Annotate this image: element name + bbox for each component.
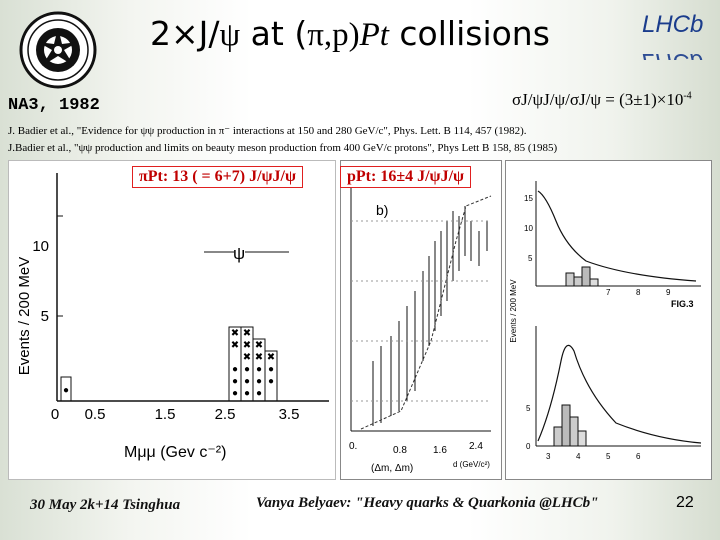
histogram-bin	[264, 350, 278, 402]
y-tick-label: 5	[526, 404, 531, 413]
svg-text:●: ●	[256, 388, 262, 399]
y-axis-label: Events / 200 MeV	[16, 257, 33, 375]
cross-section-ratio: σJ/ψJ/ψ/σJ/ψ = (3±1)×10-4	[512, 90, 692, 109]
histogram-bars: ✖ ✖ ✖ ✖ ✖ ✖ ✖ ✖ ● ● ● ● ● ● ● ● ● ● ● ●	[60, 326, 278, 402]
svg-text:✖: ✖	[243, 352, 251, 363]
x-axis-unit: d (GeV/c²)	[453, 460, 490, 469]
svg-text:●: ●	[232, 364, 238, 375]
x-tick-label: 0.8	[393, 445, 407, 456]
svg-text:●: ●	[244, 376, 250, 387]
bottom-subplot: 5 0 3 4 5 6	[526, 326, 702, 461]
svg-text:LHCb: LHCb	[642, 48, 703, 60]
svg-text:●: ●	[268, 376, 274, 387]
experiment-label: NA3, 1982	[8, 96, 100, 115]
figure-label: FIG.3	[671, 299, 694, 309]
x-tick-label: 3	[546, 452, 551, 461]
svg-text:✖: ✖	[267, 352, 275, 363]
proton-pt-label: pPt: 16±4 J/ψJ/ψ	[340, 166, 472, 188]
y-tick-label: 5	[41, 308, 49, 325]
psi-annotation: ψ	[204, 244, 289, 263]
svg-text:●: ●	[232, 376, 238, 387]
svg-text:●: ●	[244, 388, 250, 399]
x-axis-label: Mμμ (Gev c⁻²)	[124, 444, 226, 461]
x-tick-label: 3.5	[279, 406, 300, 423]
svg-text:●: ●	[232, 388, 238, 399]
x-tick-label: 0.5	[85, 406, 106, 423]
svg-text:●: ●	[244, 364, 250, 375]
svg-text:●: ●	[256, 376, 262, 387]
svg-text:✖: ✖	[255, 340, 263, 351]
svg-text:LHCb: LHCb	[642, 11, 703, 38]
x-tick-label: 0	[51, 406, 59, 423]
lhcb-logo: LHCb LHCb	[636, 8, 714, 75]
svg-text:✖: ✖	[231, 328, 239, 339]
y-axis	[56, 173, 63, 401]
y-axis-label: Events / 200 MeV	[509, 279, 518, 343]
y-tick-label: 0	[526, 442, 531, 451]
y-tick-label: 10	[32, 238, 49, 255]
x-tick-label: 2.5	[215, 406, 236, 423]
page-number: 22	[676, 494, 694, 511]
x-tick-label: 8	[636, 288, 641, 297]
svg-text:ψ: ψ	[233, 244, 245, 263]
x-tick-label: 1.6	[433, 445, 447, 456]
svg-text:✖: ✖	[243, 340, 251, 351]
x-tick-label: 5	[606, 452, 611, 461]
y-tick-label: 15	[524, 194, 533, 203]
x-tick-label: 7	[606, 288, 611, 297]
histogram-bin	[60, 376, 72, 402]
slide-title: 2×J/ψ at (π,p)Pt collisions	[150, 14, 550, 53]
mass-distribution-panel: Events / 200 MeV 15 10 5 7 8 9 FIG.3 5	[505, 160, 712, 480]
institute-logo	[19, 11, 97, 89]
svg-text:✖: ✖	[243, 328, 251, 339]
svg-text:●: ●	[63, 385, 69, 396]
x-tick-label: 1.5	[155, 406, 176, 423]
svg-text:●: ●	[256, 364, 262, 375]
x-axis-label: (Δm, Δm)	[371, 463, 413, 474]
scatter-panel: b) 0. 0.8 1.6 2.4 (Δm, Δm) d (GeV/c²)	[340, 160, 502, 480]
reference-1: J. Badier et al., "Evidence for ψψ produ…	[8, 125, 527, 137]
footer-author: Vanya Belyaev: "Heavy quarks & Quarkonia…	[256, 495, 599, 511]
svg-text:✖: ✖	[255, 352, 263, 363]
panel-tag: b)	[376, 202, 388, 218]
svg-text:●: ●	[268, 364, 274, 375]
histogram-panel: Events / 200 MeV 5 10 0 0.5 1.5 2.5 3.5 …	[8, 160, 336, 480]
top-subplot: 15 10 5 7 8 9 FIG.3	[524, 181, 701, 309]
x-tick-label: 0.	[349, 441, 357, 452]
y-tick-label: 5	[528, 254, 533, 263]
data-points	[372, 206, 488, 426]
pion-pt-label: πPt: 13 ( = 6+7) J/ψJ/ψ	[132, 166, 303, 188]
x-tick-label: 9	[666, 288, 671, 297]
reference-2: J.Badier et al., "ψψ production and limi…	[8, 142, 558, 154]
x-tick-label: 6	[636, 452, 641, 461]
footer-date: 30 May 2k+14 Tsinghua	[30, 497, 181, 513]
y-tick-label: 10	[524, 224, 533, 233]
x-tick-label: 2.4	[469, 441, 483, 452]
svg-text:✖: ✖	[231, 340, 239, 351]
x-tick-label: 4	[576, 452, 581, 461]
